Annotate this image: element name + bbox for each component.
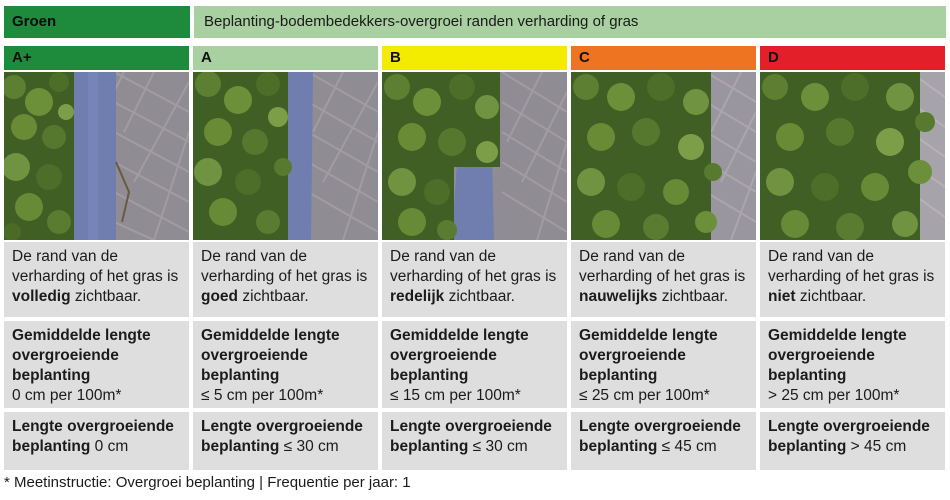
grade-label: C xyxy=(571,46,756,70)
description-emphasis: volledig xyxy=(12,288,71,305)
description-text: De rand van de verharding of het gras is xyxy=(390,248,557,285)
grade-label: D xyxy=(760,46,945,70)
description-text-end: zichtbaar. xyxy=(657,288,729,305)
description-cell: De rand van de verharding of het gras is… xyxy=(4,242,189,317)
average-length-cell: Gemiddelde lengte overgroeiende beplanti… xyxy=(4,321,189,408)
description-text: De rand van de verharding of het gras is xyxy=(579,248,746,285)
example-photo xyxy=(571,72,756,240)
length-cell: Lengte overgroeiende beplanting ≤ 30 cm xyxy=(193,412,378,470)
description-text: De rand van de verharding of het gras is xyxy=(768,248,935,285)
description-text-end: zichtbaar. xyxy=(444,288,515,305)
description-emphasis: redelijk xyxy=(390,288,445,305)
average-length-cell: Gemiddelde lengte overgroeiende beplanti… xyxy=(760,321,945,408)
average-length-value: 0 cm per 100m* xyxy=(12,387,122,404)
average-length-label: Gemiddelde lengte overgroeiende beplanti… xyxy=(579,327,718,384)
average-length-value: ≤ 25 cm per 100m* xyxy=(579,387,710,404)
description-text-end: zichtbaar. xyxy=(70,288,142,305)
description-text-end: zichtbaar. xyxy=(238,288,309,305)
example-photo xyxy=(4,72,189,240)
description-text: De rand van de verharding of het gras is xyxy=(201,248,368,285)
length-value: ≤ 30 cm xyxy=(279,438,339,455)
grade-label: A xyxy=(193,46,378,70)
description-cell: De rand van de verharding of het gras is… xyxy=(382,242,567,317)
grade-column-a: A De rand van de verharding of het gras … xyxy=(193,46,378,472)
category-label: Groen xyxy=(4,6,190,38)
length-label: Lengte overgroeiende beplanting xyxy=(768,418,930,455)
length-label: Lengte overgroeiende beplanting xyxy=(12,418,174,455)
description-emphasis: nauwelijks xyxy=(579,288,658,305)
average-length-value: > 25 cm per 100m* xyxy=(768,387,900,404)
average-length-label: Gemiddelde lengte overgroeiende beplanti… xyxy=(201,327,340,384)
length-cell: Lengte overgroeiende beplanting ≤ 30 cm xyxy=(382,412,567,470)
length-cell: Lengte overgroeiende beplanting ≤ 45 cm xyxy=(571,412,756,470)
page-title: Beplanting-bodembedekkers-overgroei rand… xyxy=(194,6,946,38)
description-text-end: zichtbaar. xyxy=(795,288,867,305)
header-bar: Groen Beplanting-bodembedekkers-overgroe… xyxy=(4,6,946,38)
length-label: Lengte overgroeiende beplanting xyxy=(579,418,741,455)
grade-column-c: C De rand van de verharding of het gras … xyxy=(571,46,756,472)
length-value: ≤ 45 cm xyxy=(657,438,717,455)
description-cell: De rand van de verharding of het gras is… xyxy=(193,242,378,317)
quality-grid: A+ De rand van de verharding of h xyxy=(4,46,946,472)
description-emphasis: niet xyxy=(768,288,796,305)
grade-column-b: B De rand van de verharding of het gras … xyxy=(382,46,567,472)
grade-column-a-plus: A+ De rand van de verharding of h xyxy=(4,46,189,472)
example-photo xyxy=(382,72,567,240)
average-length-value: ≤ 5 cm per 100m* xyxy=(201,387,324,404)
description-cell: De rand van de verharding of het gras is… xyxy=(760,242,945,317)
description-cell: De rand van de verharding of het gras is… xyxy=(571,242,756,317)
example-photo xyxy=(760,72,945,240)
length-label: Lengte overgroeiende beplanting xyxy=(390,418,552,455)
average-length-cell: Gemiddelde lengte overgroeiende beplanti… xyxy=(571,321,756,408)
example-photo xyxy=(193,72,378,240)
average-length-value: ≤ 15 cm per 100m* xyxy=(390,387,521,404)
length-cell: Lengte overgroeiende beplanting > 45 cm xyxy=(760,412,945,470)
average-length-cell: Gemiddelde lengte overgroeiende beplanti… xyxy=(382,321,567,408)
length-cell: Lengte overgroeiende beplanting 0 cm xyxy=(4,412,189,470)
average-length-cell: Gemiddelde lengte overgroeiende beplanti… xyxy=(193,321,378,408)
description-emphasis: goed xyxy=(201,288,239,305)
average-length-label: Gemiddelde lengte overgroeiende beplanti… xyxy=(768,327,907,384)
grade-column-d: D De rand van de verharding of het gras … xyxy=(760,46,945,472)
length-value: 0 cm xyxy=(90,438,129,455)
average-length-label: Gemiddelde lengte overgroeiende beplanti… xyxy=(390,327,529,384)
average-length-label: Gemiddelde lengte overgroeiende beplanti… xyxy=(12,327,151,384)
grade-label: B xyxy=(382,46,567,70)
length-value: > 45 cm xyxy=(846,438,907,455)
length-value: ≤ 30 cm xyxy=(468,438,528,455)
grade-label: A+ xyxy=(4,46,189,70)
description-text: De rand van de verharding of het gras is xyxy=(12,248,179,285)
footnote: * Meetinstructie: Overgroei beplanting |… xyxy=(4,474,411,491)
length-label: Lengte overgroeiende beplanting xyxy=(201,418,363,455)
